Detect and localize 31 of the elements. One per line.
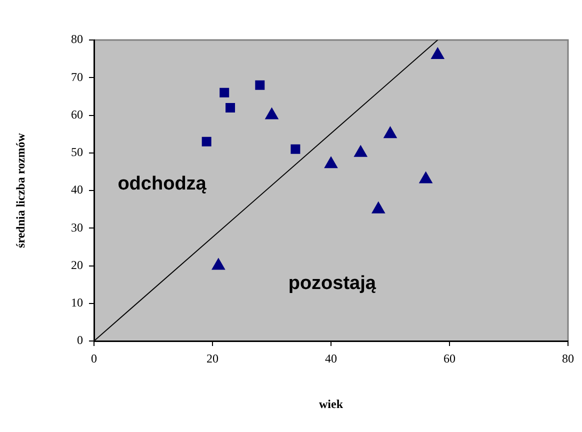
point (212, 258, 225, 270)
y-tick-label: 50 (71, 145, 83, 160)
annotation: pozostają (288, 273, 376, 294)
point (226, 102, 236, 112)
y-tick-label: 60 (71, 107, 83, 122)
point (220, 88, 230, 98)
point (324, 156, 338, 168)
y-tick-label: 70 (71, 70, 83, 84)
x-tick-label: 40 (325, 351, 337, 366)
point (419, 172, 432, 184)
point (354, 145, 368, 157)
point (202, 136, 212, 146)
y-tick-label: 30 (71, 220, 83, 234)
y-tick-label: 40 (71, 182, 83, 197)
annotation: odchodzą (118, 174, 207, 195)
x-axis-title: wiek (319, 396, 344, 411)
x-tick-label: 0 (91, 351, 97, 366)
point (431, 48, 444, 60)
point (372, 202, 385, 214)
point (255, 80, 265, 90)
y-axis-title: średnia liczba rozmów (13, 132, 28, 248)
y-tick-label: 20 (71, 258, 83, 272)
y-tick-label: 10 (71, 296, 83, 310)
x-tick-label: 60 (444, 351, 456, 366)
x-tick-label: 20 (206, 351, 218, 366)
x-tick-label: 80 (562, 351, 574, 366)
point (384, 126, 397, 138)
point (265, 108, 278, 120)
y-tick-label: 0 (77, 333, 83, 348)
point (290, 144, 300, 154)
y-tick-label: 80 (71, 32, 83, 46)
